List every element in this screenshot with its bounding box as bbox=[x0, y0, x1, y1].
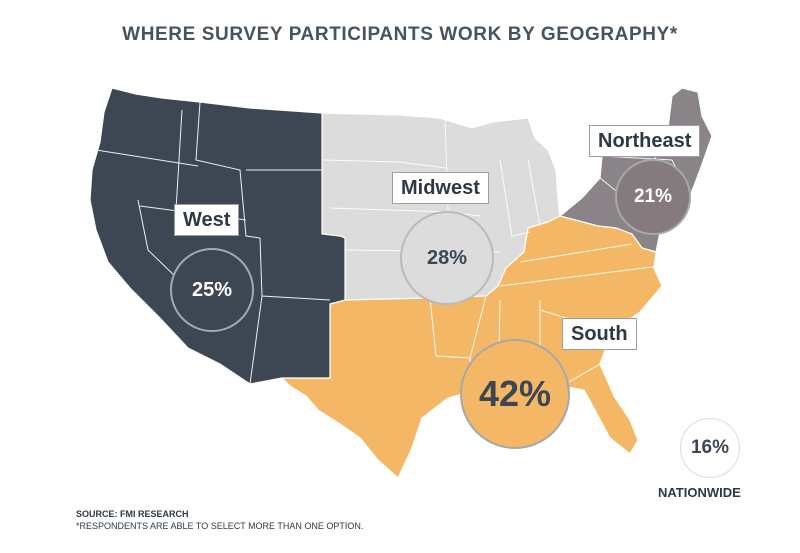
region-percent-midwest: 28% bbox=[400, 211, 494, 305]
nationwide-label: NATIONWIDE bbox=[658, 485, 741, 500]
region-percent-south: 42% bbox=[460, 339, 570, 449]
nationwide-percent: 16% bbox=[680, 418, 740, 478]
region-tag-northeast: Northeast bbox=[589, 125, 701, 157]
map-title: WHERE SURVEY PARTICIPANTS WORK BY GEOGRA… bbox=[122, 24, 678, 45]
footnote: *RESPONDENTS ARE ABLE TO SELECT MORE THA… bbox=[76, 521, 364, 531]
region-south-shape bbox=[280, 215, 663, 479]
region-percent-northeast: 21% bbox=[615, 159, 691, 235]
region-tag-south: South bbox=[562, 318, 637, 350]
region-tag-west: West bbox=[174, 204, 240, 236]
source-note: SOURCE: FMI RESEARCH bbox=[76, 509, 189, 519]
region-tag-midwest: Midwest bbox=[392, 172, 489, 204]
region-west-shape bbox=[89, 87, 346, 385]
region-percent-west: 25% bbox=[170, 248, 254, 332]
